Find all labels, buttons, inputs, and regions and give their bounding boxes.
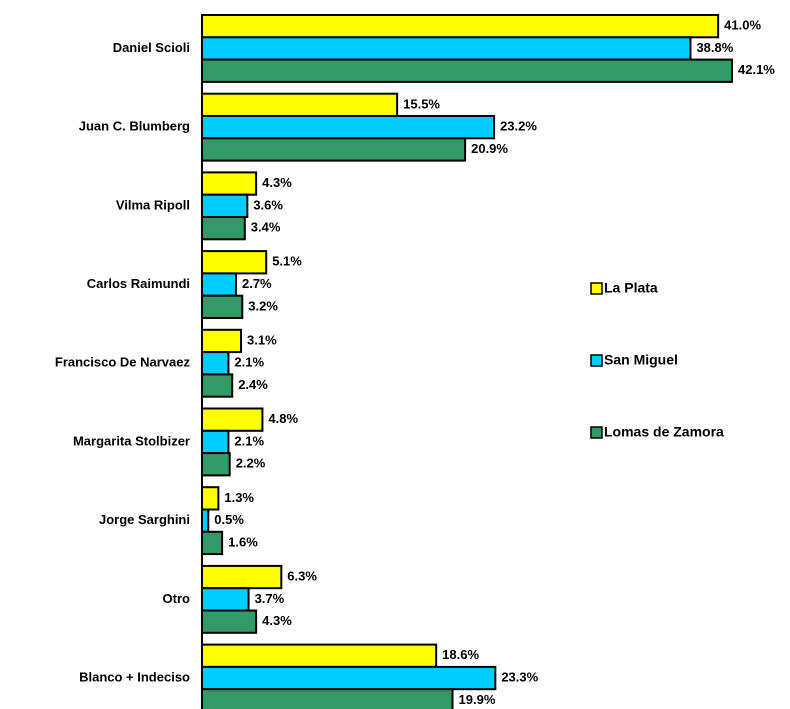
- legend-label: San Miguel: [604, 352, 678, 368]
- legend-label: La Plata: [604, 280, 658, 296]
- bar: [201, 452, 231, 477]
- value-label: 4.3%: [262, 175, 292, 190]
- bar: [201, 328, 243, 354]
- category-label: Daniel Scioli: [113, 40, 190, 55]
- value-label: 41.0%: [724, 18, 761, 33]
- bar: [201, 14, 720, 39]
- value-label: 0.5%: [214, 512, 244, 527]
- bar: [201, 643, 438, 668]
- bar: [201, 36, 692, 61]
- value-label: 3.1%: [247, 332, 277, 347]
- value-label: 2.4%: [238, 377, 268, 392]
- bar: [201, 272, 237, 297]
- value-label: 18.6%: [442, 647, 479, 662]
- value-label: 1.6%: [228, 534, 258, 549]
- value-label: 20.9%: [471, 141, 508, 156]
- category-label: Otro: [163, 591, 191, 606]
- category-label: Margarita Stolbizer: [73, 433, 190, 448]
- value-label: 4.8%: [268, 411, 298, 426]
- bar: [201, 193, 249, 218]
- bar: [201, 351, 230, 376]
- bar: [201, 115, 496, 140]
- bar: [201, 609, 258, 634]
- bar: [201, 407, 264, 432]
- bar: [201, 486, 220, 511]
- category-label: Francisco De Narvaez: [55, 355, 191, 370]
- legend-swatch: [590, 426, 603, 439]
- value-label: 38.8%: [696, 40, 733, 55]
- category-label: Jorge Sarghini: [99, 512, 190, 527]
- value-label: 2.1%: [234, 433, 264, 448]
- category-label: Vilma Ripoll: [116, 197, 190, 212]
- value-label: 19.9%: [459, 692, 496, 707]
- value-label: 3.6%: [253, 197, 283, 212]
- bar: [201, 294, 244, 320]
- bar: [201, 429, 230, 455]
- value-label: 23.2%: [500, 119, 537, 134]
- value-label: 2.2%: [236, 456, 266, 471]
- value-label: 3.2%: [248, 298, 278, 313]
- bar: [201, 587, 250, 612]
- value-label: 6.3%: [287, 568, 317, 583]
- value-label: 42.1%: [738, 62, 775, 77]
- bar: [201, 530, 224, 556]
- bar: [201, 92, 399, 117]
- value-label: 1.3%: [224, 490, 254, 505]
- bar: [201, 250, 268, 275]
- category-label: Blanco + Indeciso: [79, 669, 190, 684]
- value-label: 23.3%: [501, 669, 538, 684]
- value-label: 5.1%: [272, 254, 302, 269]
- bar: [201, 171, 258, 196]
- category-label: Carlos Raimundi: [87, 276, 190, 291]
- bar: [201, 665, 497, 691]
- value-label: 4.3%: [262, 613, 292, 628]
- bar: [201, 58, 733, 83]
- value-label: 3.7%: [255, 591, 285, 606]
- value-label: 15.5%: [403, 96, 440, 111]
- category-label: Juan C. Blumberg: [79, 119, 190, 134]
- bar: [201, 688, 454, 709]
- legend-swatch: [590, 354, 603, 367]
- bar: [201, 216, 246, 241]
- legend-label: Lomas de Zamora: [604, 424, 724, 440]
- value-label: 2.7%: [242, 276, 272, 291]
- bar: [201, 137, 467, 162]
- bar: [201, 373, 234, 398]
- value-label: 2.1%: [234, 355, 264, 370]
- value-label: 3.4%: [251, 220, 281, 235]
- legend-swatch: [590, 282, 603, 295]
- bar: [201, 564, 283, 590]
